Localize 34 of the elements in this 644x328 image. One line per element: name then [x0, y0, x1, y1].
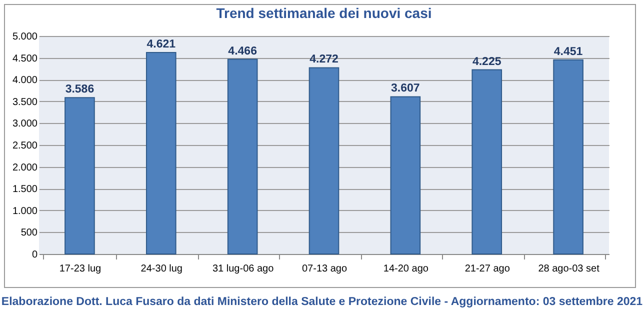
y-tick-label: 0: [32, 250, 38, 260]
y-tick-label: 4.500: [12, 53, 38, 64]
x-tick-label: 21-27 ago: [464, 264, 510, 274]
chart-title: Trend settimanale dei nuovi casi: [216, 5, 432, 21]
y-tick-label: 4.000: [12, 75, 38, 86]
data-label: 4.225: [472, 56, 502, 68]
y-tick-label: 3.500: [12, 96, 38, 108]
bar: [472, 69, 502, 254]
bar: [227, 58, 258, 254]
y-tick-label: 2.500: [12, 140, 38, 152]
bar: [146, 52, 176, 254]
y-tick-label: 2.000: [12, 162, 38, 174]
data-label: 4.621: [146, 38, 176, 51]
data-label: 4.272: [310, 54, 338, 66]
data-label: 3.607: [391, 82, 420, 95]
x-tick-label: 17-23 lug: [59, 264, 102, 274]
y-tick-label: 1.000: [12, 206, 38, 217]
bar: [390, 96, 421, 254]
x-tick-label: 14-20 ago: [383, 264, 429, 274]
y-tick-label: 5.000: [12, 32, 38, 42]
y-tick-label: 1.500: [12, 184, 38, 196]
bar: [553, 59, 584, 254]
text: Elaborazione Dott. Luca Fusaro da dati Ministero della Salute e Protezione Civile - Aggiornamento: 03 settembre 2021: [0, 296, 644, 308]
x-tick-label: 07-13 ago: [302, 264, 348, 274]
x-tick-label: 28 ago-03 set: [538, 264, 600, 274]
data-label: 4.466: [228, 45, 257, 58]
y-tick-label: 500: [20, 228, 38, 239]
x-tick-label: 24-30 lug: [140, 264, 182, 274]
data-label: 3.586: [65, 84, 94, 96]
y-tick-label: 3.000: [12, 118, 38, 130]
data-label: 4.451: [554, 46, 584, 58]
x-tick-label: 31 lug-06 ago: [212, 264, 274, 274]
bar: [308, 67, 340, 254]
bar: [64, 97, 95, 254]
